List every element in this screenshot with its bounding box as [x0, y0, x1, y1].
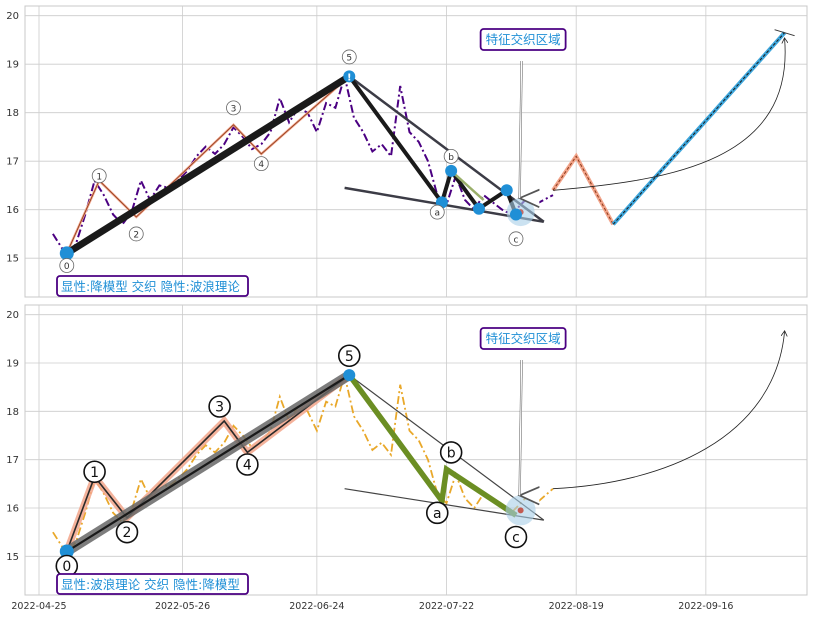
wave-label-circle: [208, 395, 231, 418]
mode-label-text: 显性:波浪理论 交织 隐性:降模型: [61, 577, 240, 592]
wave-label-text: 5: [345, 349, 354, 365]
target-cap: [774, 29, 795, 37]
wave-label-text: 5: [346, 53, 352, 63]
wave-label-circle: [429, 204, 445, 220]
plot-area: [24, 5, 808, 298]
zone-pointer-inner: [519, 60, 523, 199]
y-tick-label: 18: [6, 407, 19, 418]
zone-label-text: 特征交织区域: [486, 331, 561, 346]
wave-label-text: 2: [123, 525, 132, 541]
trend-line-0-5: [66, 374, 350, 553]
key-point: [59, 544, 74, 559]
x-tick-label: 2022-09-16: [678, 601, 733, 612]
wave-label-text: 4: [258, 160, 264, 170]
zone-label-box: [479, 327, 567, 350]
plot-area: [24, 304, 808, 596]
wave-label-circle: [226, 100, 241, 116]
x-tick-label: 2022-08-19: [549, 601, 604, 612]
forecast-arrow: [553, 332, 785, 490]
key-point: [500, 184, 513, 197]
forecast-wave-line: [552, 155, 614, 225]
y-tick-label: 17: [6, 157, 19, 168]
x-tick-label: 2022-05-26: [155, 601, 210, 612]
wave-label-text: c: [514, 235, 519, 245]
price-series-line: [52, 72, 554, 258]
zone-label-text: 特征交织区域: [486, 32, 561, 47]
forecast-target-line: [612, 32, 785, 225]
key-point: [343, 70, 356, 83]
wave-label-circle: [59, 258, 75, 273]
wave-label-text: 1: [90, 465, 99, 481]
wave-label-circle: [508, 231, 524, 247]
wave-label-circle: [425, 501, 449, 525]
forecast-arrow: [553, 39, 785, 191]
key-point-mark: !: [347, 72, 352, 83]
zone-label-box: [479, 28, 567, 51]
mode-label-box: [56, 573, 249, 595]
wave-label-text: 0: [62, 559, 71, 575]
y-tick-label: 20: [6, 310, 19, 321]
impulse-wave-line: [66, 374, 350, 552]
wave-label-circle: [91, 168, 107, 184]
zone-pointer-inner: [519, 359, 523, 496]
x-tick-label: 2022-04-25: [11, 601, 66, 612]
y-tick-label: 15: [6, 552, 19, 563]
x-tick-label: 2022-07-22: [419, 601, 474, 612]
key-point: [59, 246, 74, 261]
y-tick-label: 20: [6, 11, 19, 22]
key-point: [472, 202, 485, 215]
wave-label-circle: [236, 453, 259, 476]
interweave-zone-center: [517, 507, 524, 514]
trend-line-0-5: [64, 73, 352, 257]
corrective-wave-line: [347, 373, 518, 518]
olive-segment: [450, 169, 485, 201]
wave-label-circle: [253, 156, 269, 172]
wave-label-circle: [337, 344, 361, 368]
wave-label-text: 2: [133, 230, 139, 240]
mode-label-box: [56, 275, 249, 297]
wave-label-circle: [83, 460, 106, 484]
wave-label-text: c: [512, 530, 520, 546]
y-tick-label: 16: [6, 205, 19, 216]
wave-label-circle: [341, 49, 357, 65]
y-tick-label: 19: [6, 359, 19, 370]
wave-label-circle: [443, 148, 459, 164]
wave-label-circle: [504, 525, 528, 549]
y-tick-label: 16: [6, 504, 19, 515]
x-tick-label: 2022-06-24: [289, 601, 344, 612]
y-tick-label: 19: [6, 60, 19, 71]
wave-label-text: 0: [64, 262, 70, 272]
wave-label-text: a: [435, 209, 441, 219]
y-tick-label: 18: [6, 108, 19, 119]
wave-label-text: 1: [96, 172, 102, 182]
mode-label-text: 显性:降模型 交织 隐性:波浪理论: [61, 279, 240, 294]
key-point: [509, 208, 522, 221]
impulse-wave-line: [66, 75, 350, 254]
key-point: [445, 164, 458, 177]
wave-label-text: 3: [231, 104, 237, 114]
y-tick-label: 15: [6, 254, 19, 265]
wave-label-text: b: [448, 153, 454, 163]
wave-label-text: b: [447, 445, 456, 461]
wave-label-circle: [128, 226, 144, 242]
wave-label-text: a: [433, 506, 442, 522]
wave-label-text: 4: [243, 458, 252, 474]
wave-label-circle: [115, 520, 139, 544]
key-point: [343, 369, 356, 382]
wave-label-text: 3: [215, 400, 224, 416]
y-tick-label: 17: [6, 455, 19, 466]
wave-label-circle: [439, 441, 463, 464]
